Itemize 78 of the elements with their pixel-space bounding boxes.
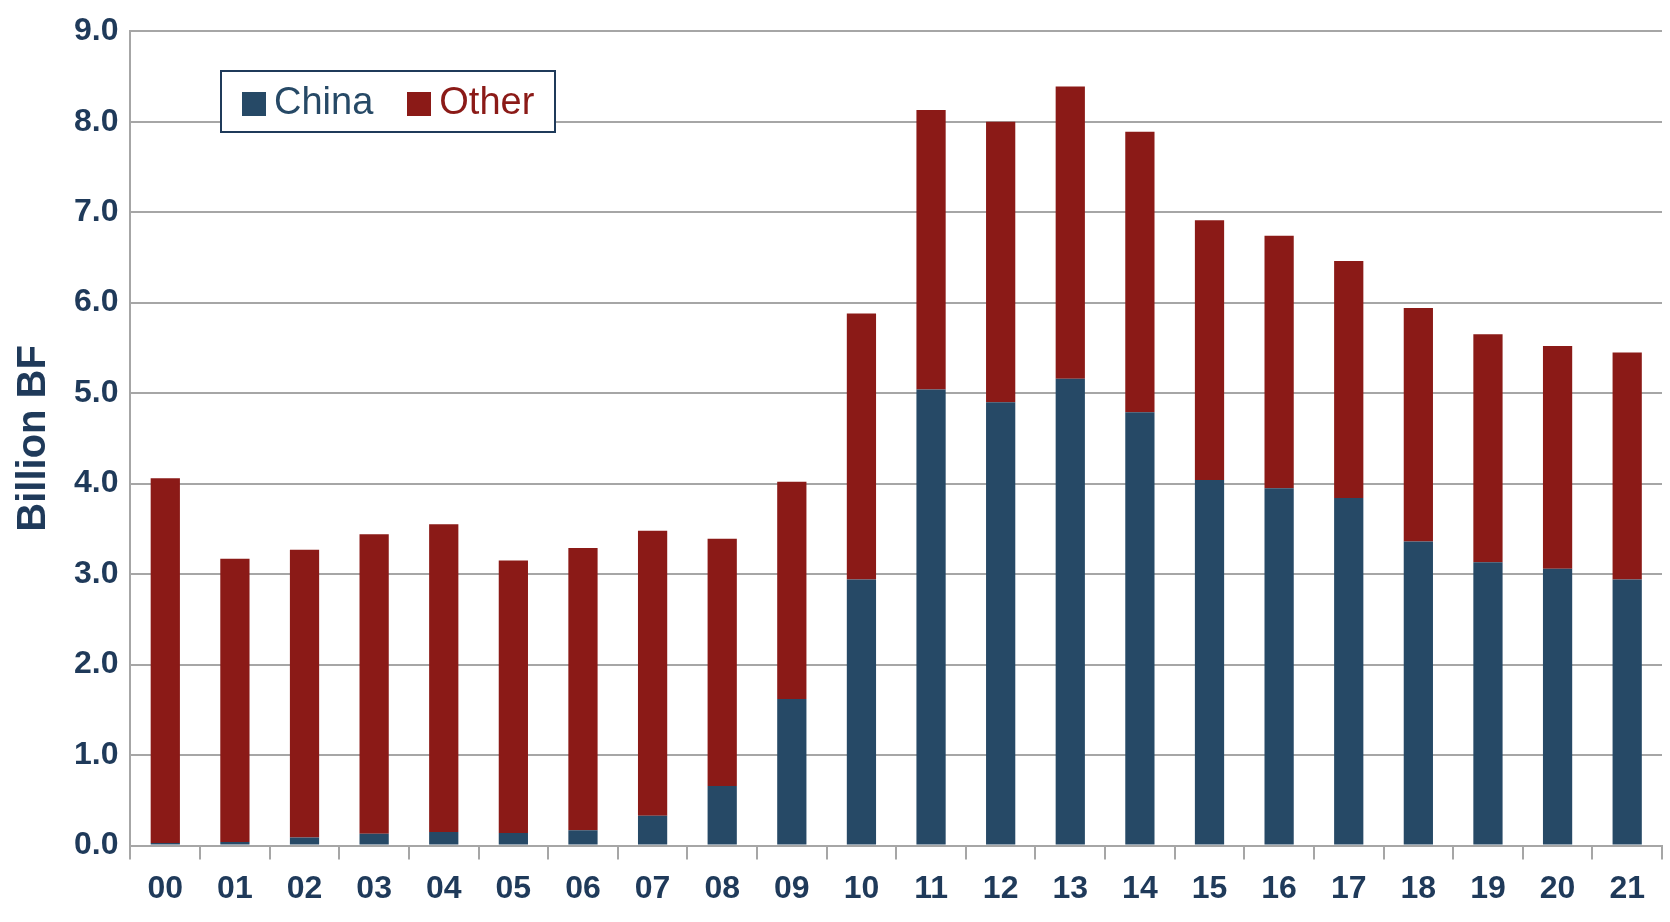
bar bbox=[1125, 131, 1155, 413]
y-tick-label: 7.0 bbox=[74, 192, 119, 229]
x-tick-label: 03 bbox=[356, 868, 392, 905]
bar bbox=[1264, 235, 1294, 489]
bar bbox=[289, 549, 320, 838]
bar bbox=[916, 389, 946, 845]
bar bbox=[1612, 352, 1642, 580]
legend-label: Other bbox=[439, 80, 535, 122]
y-tick-label: 0.0 bbox=[74, 825, 119, 862]
bar bbox=[986, 121, 1016, 403]
bar bbox=[637, 815, 668, 845]
x-tick-label: 18 bbox=[1400, 868, 1437, 905]
bar bbox=[429, 832, 459, 845]
x-tick-label: 11 bbox=[914, 868, 948, 905]
bar bbox=[1334, 261, 1364, 499]
bar bbox=[429, 524, 459, 833]
bar bbox=[1612, 579, 1642, 845]
y-tick-label: 4.0 bbox=[74, 463, 119, 500]
bar bbox=[289, 837, 320, 845]
bar bbox=[1473, 334, 1503, 563]
y-axis-title: Billion BF bbox=[9, 345, 54, 532]
bar bbox=[220, 841, 250, 845]
bar bbox=[1473, 562, 1503, 845]
bar bbox=[1125, 412, 1155, 845]
x-tick-label: 12 bbox=[982, 868, 1019, 905]
y-tick-label: 1.0 bbox=[74, 734, 119, 771]
bar bbox=[1334, 498, 1364, 845]
y-tick-label: 6.0 bbox=[74, 282, 119, 319]
bar bbox=[1055, 378, 1085, 845]
bar bbox=[498, 832, 528, 845]
y-tick-label: 3.0 bbox=[74, 553, 119, 590]
x-tick-label: 15 bbox=[1191, 868, 1228, 905]
bar bbox=[777, 481, 807, 700]
bar bbox=[846, 313, 877, 580]
bar bbox=[220, 558, 250, 842]
x-tick-label: 13 bbox=[1052, 868, 1089, 905]
x-tick-label: 21 bbox=[1609, 868, 1645, 905]
bar bbox=[916, 109, 946, 390]
bar bbox=[1055, 86, 1085, 379]
bar bbox=[1542, 568, 1573, 845]
bar bbox=[707, 538, 737, 786]
bar bbox=[359, 833, 389, 845]
bar bbox=[1403, 541, 1433, 845]
bar bbox=[498, 560, 528, 833]
bar bbox=[359, 534, 389, 834]
x-tick-label: 07 bbox=[634, 868, 671, 905]
x-tick-label: 06 bbox=[565, 868, 601, 905]
y-tick-label: 9.0 bbox=[74, 11, 119, 48]
x-tick-label: 10 bbox=[843, 868, 880, 905]
x-tick-label: 01 bbox=[217, 868, 253, 905]
x-tick-label: 16 bbox=[1261, 868, 1297, 905]
legend-label: China bbox=[274, 80, 374, 122]
y-tick-label: 2.0 bbox=[74, 644, 119, 681]
x-tick-label: 19 bbox=[1470, 868, 1506, 905]
x-tick-label: 00 bbox=[147, 868, 184, 905]
x-tick-label: 09 bbox=[774, 868, 810, 905]
bar bbox=[568, 830, 598, 845]
x-tick-label: 20 bbox=[1539, 868, 1576, 905]
x-tick-label: 02 bbox=[286, 868, 323, 905]
bar bbox=[150, 478, 180, 843]
bar bbox=[1194, 220, 1225, 481]
bar bbox=[777, 699, 807, 845]
bar bbox=[1194, 480, 1225, 845]
bar bbox=[986, 402, 1016, 845]
x-tick-label: 08 bbox=[704, 868, 740, 905]
y-tick-label: 8.0 bbox=[74, 101, 119, 138]
bar bbox=[1542, 346, 1573, 569]
bar bbox=[707, 785, 737, 845]
x-tick-label: 14 bbox=[1122, 868, 1158, 905]
bar bbox=[846, 579, 877, 845]
x-tick-label: 17 bbox=[1330, 868, 1367, 905]
x-tick-label: 05 bbox=[495, 868, 532, 905]
y-tick-label: 5.0 bbox=[74, 372, 119, 409]
bar bbox=[1403, 308, 1433, 542]
bar bbox=[1264, 488, 1294, 845]
x-tick-label: 04 bbox=[425, 868, 462, 905]
bar bbox=[568, 547, 598, 831]
bar bbox=[637, 530, 668, 816]
